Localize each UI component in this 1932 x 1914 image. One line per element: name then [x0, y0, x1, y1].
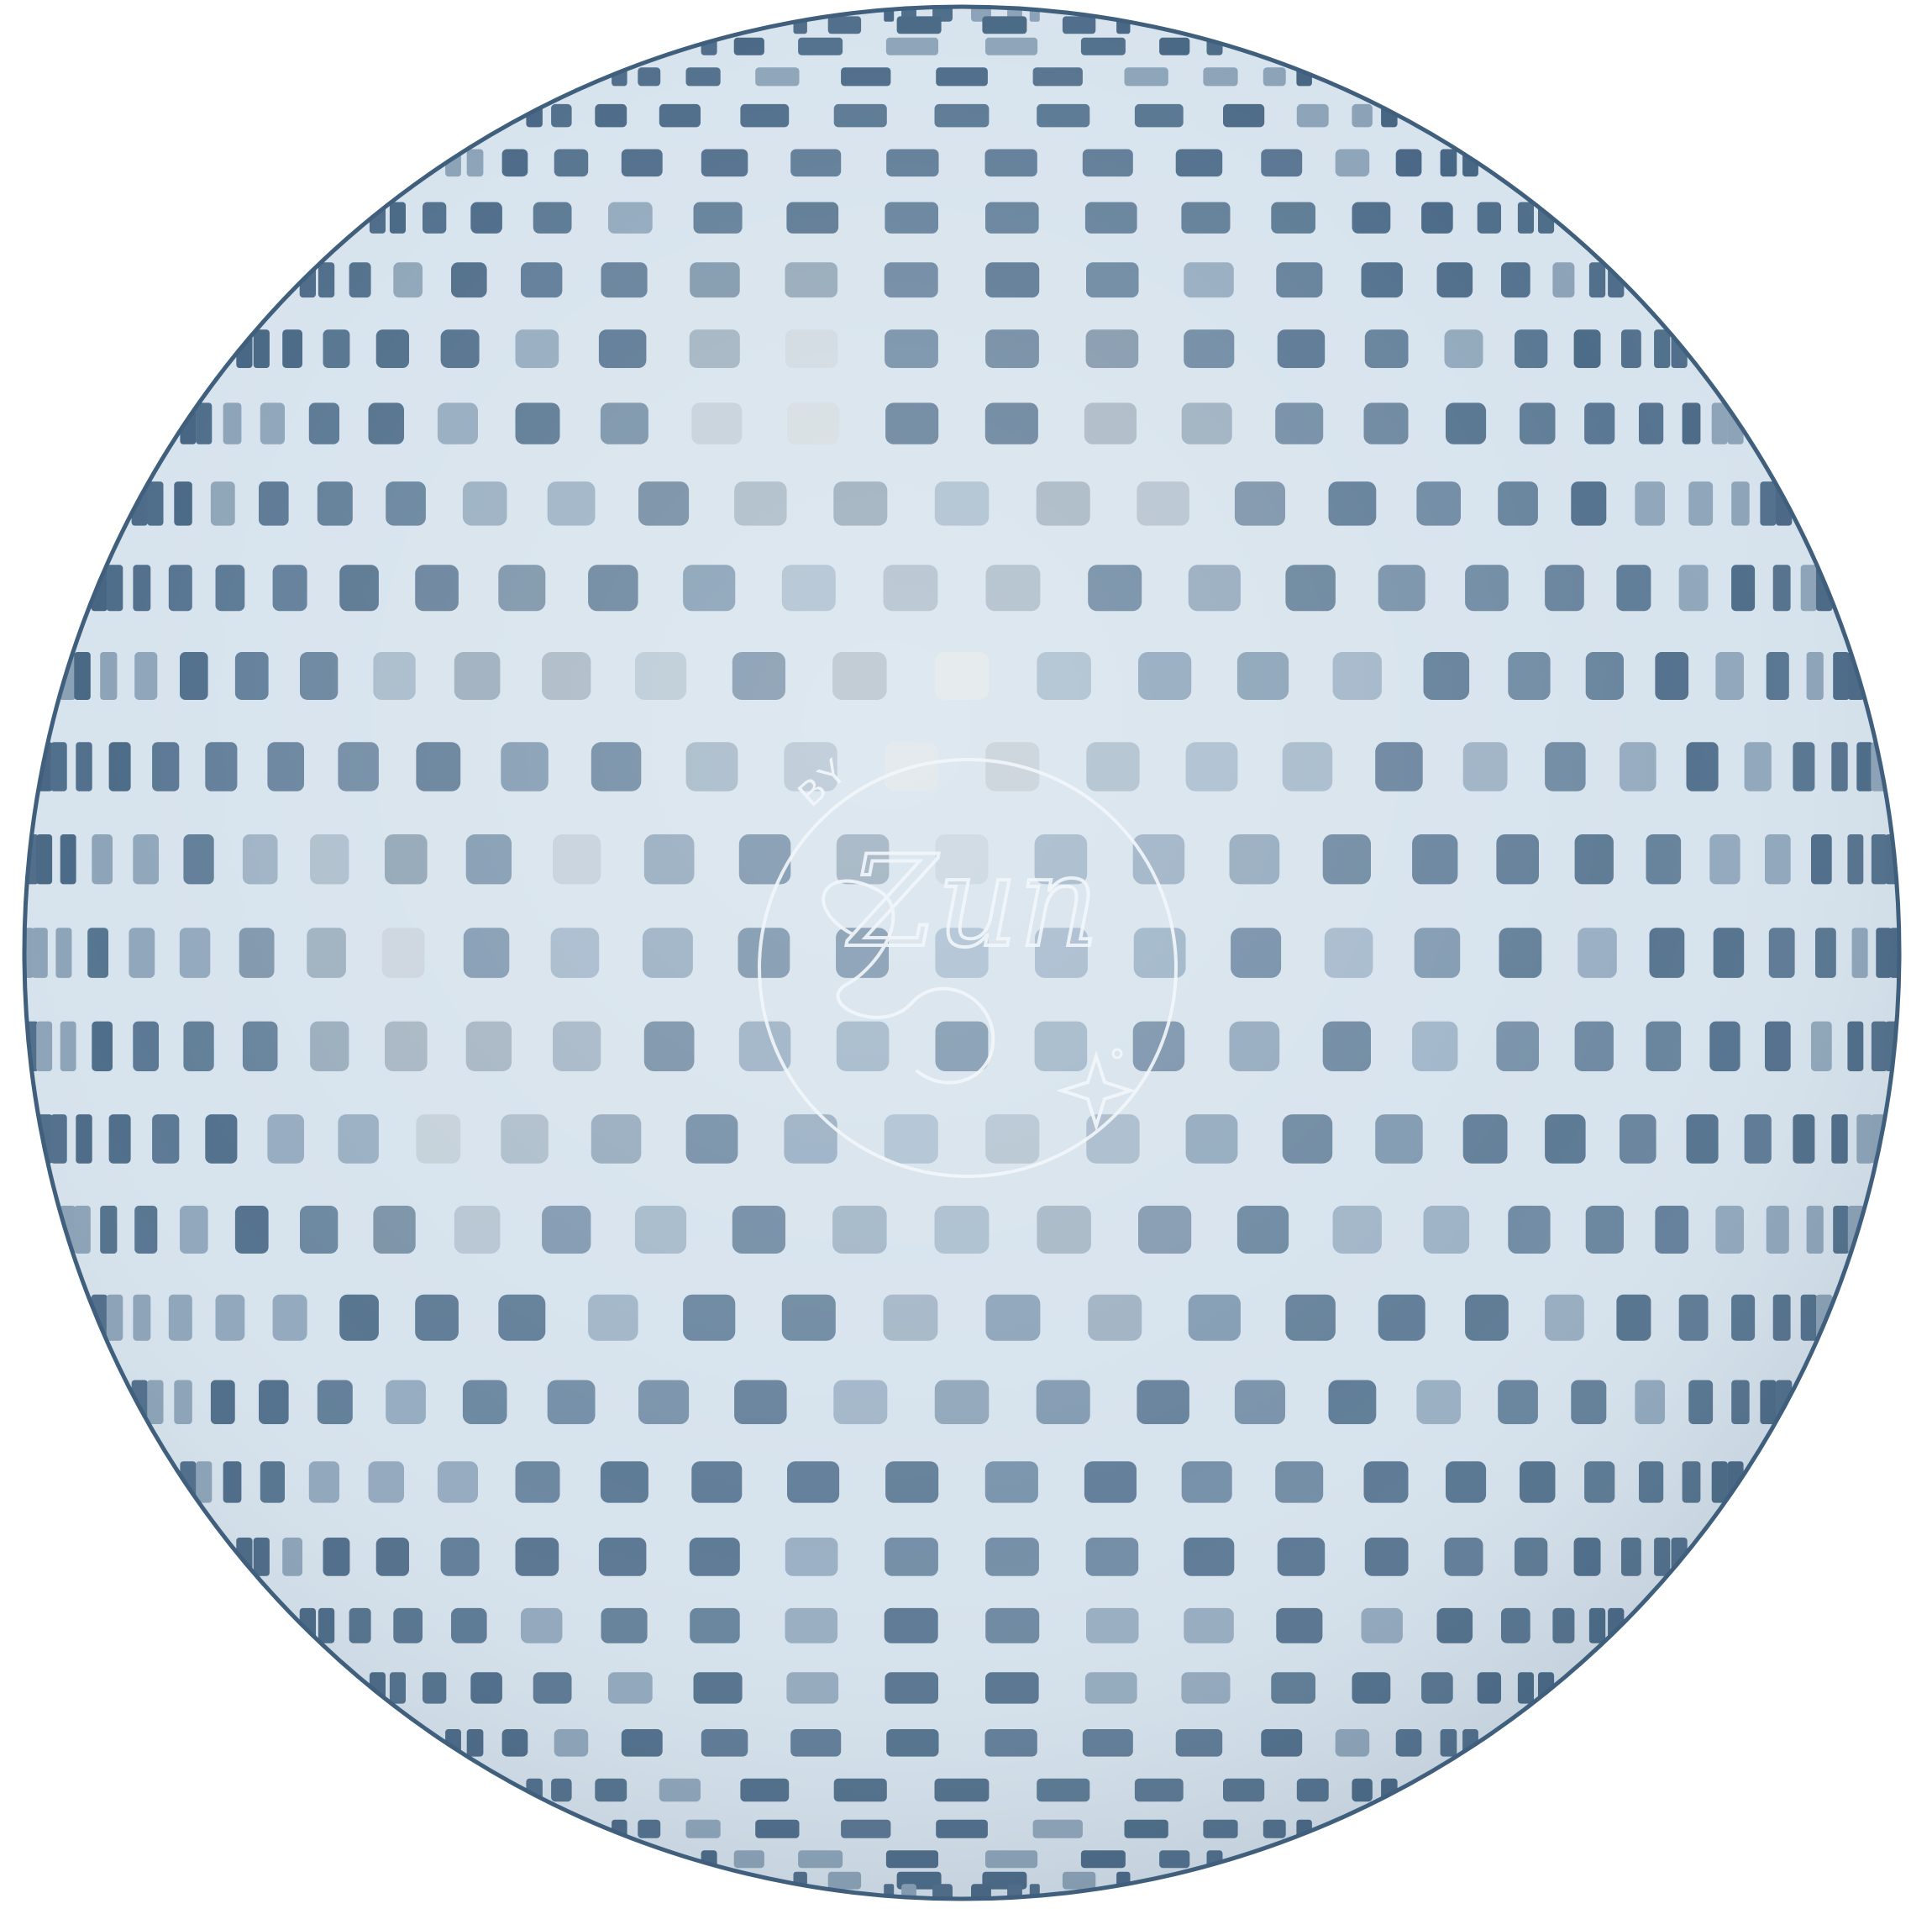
watermark-signature: Zun	[846, 829, 1099, 975]
